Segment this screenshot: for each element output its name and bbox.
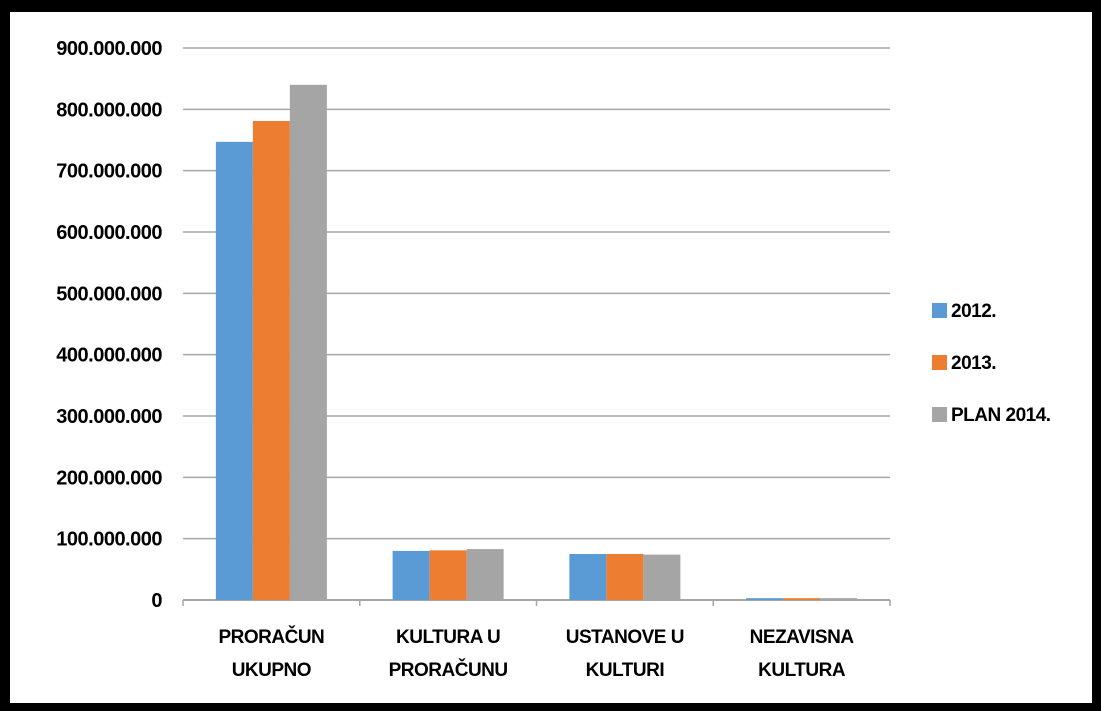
x-category-label: USTANOVE U (566, 627, 684, 648)
y-tick-label: 900.000.000 (56, 38, 162, 60)
bar (289, 84, 327, 601)
x-category-label: KULTURA (758, 660, 846, 681)
bar (606, 554, 644, 600)
x-category-label: KULTURI (586, 660, 665, 681)
legend-swatch (932, 407, 947, 422)
x-category-label: NEZAVISNA (750, 627, 855, 648)
y-tick-label: 700.000.000 (56, 161, 162, 183)
bar-chart: 0 100.000.000 200.000.000 300.000.000 400.00… (56, 38, 1051, 681)
y-tick-label: 300.000.000 (56, 406, 162, 428)
x-category-label: UKUPNO (232, 660, 311, 681)
y-tick-label: 200.000.000 (56, 467, 162, 489)
bar (215, 141, 253, 600)
y-tick-label: 0 (151, 590, 162, 612)
y-tick-label: 400.000.000 (56, 345, 162, 367)
bar (569, 554, 607, 600)
x-category-label: PRORAČUNU (389, 659, 508, 681)
y-tick-label: 500.000.000 (56, 283, 162, 305)
bar (820, 598, 858, 600)
bar (252, 120, 290, 600)
bar (466, 549, 504, 600)
bar (643, 554, 681, 600)
legend-swatch (932, 303, 947, 318)
bar (783, 598, 821, 600)
y-tick-label: 800.000.000 (56, 99, 162, 121)
legend-swatch (932, 355, 947, 370)
chart-frame: 0 100.000.000 200.000.000 300.000.000 400.00… (10, 12, 1092, 703)
x-category-label: KULTURA U (396, 627, 500, 648)
bar (392, 550, 430, 600)
y-tick-label: 100.000.000 (56, 529, 162, 551)
legend-label: 2012. (951, 301, 996, 322)
bar (746, 598, 784, 600)
legend-label: PLAN 2014. (951, 405, 1051, 426)
y-tick-label: 600.000.000 (56, 222, 162, 244)
bar (429, 550, 467, 600)
x-category-label: PRORAČUN (218, 626, 324, 648)
legend-label: 2013. (951, 353, 996, 374)
